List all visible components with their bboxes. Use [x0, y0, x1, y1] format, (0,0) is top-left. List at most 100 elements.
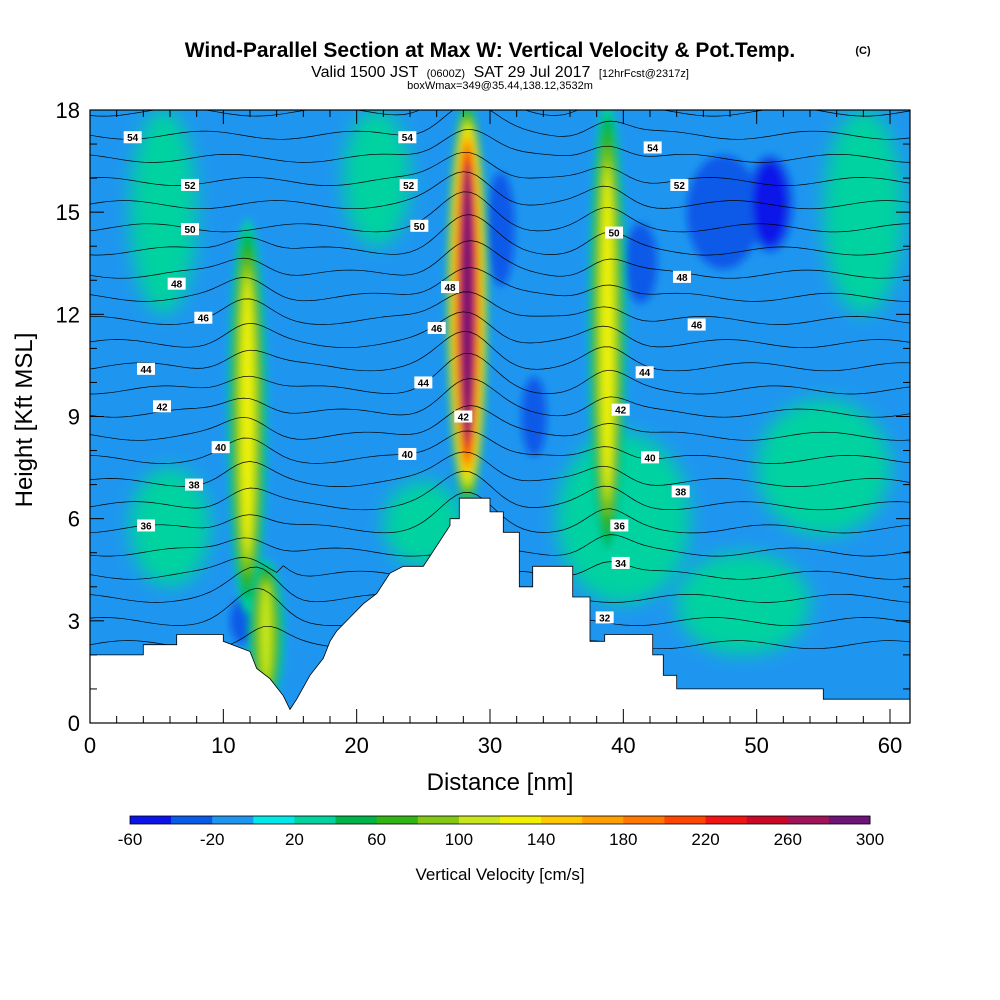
- contour-label-bg: [441, 281, 459, 294]
- contour-label-26: 38: [671, 485, 690, 498]
- contour-label-23: 44: [635, 366, 654, 379]
- contour-label-bg: [687, 318, 706, 331]
- x-tick-label: 10: [211, 733, 235, 758]
- contour-label-16: 42: [454, 410, 473, 424]
- contour-label-11: 52: [399, 178, 418, 192]
- contour-line-50: [90, 171, 910, 210]
- colorbar-label: Vertical Velocity [cm/s]: [415, 865, 584, 884]
- contour-label-bg: [605, 226, 623, 239]
- contour-label-bg: [673, 270, 691, 283]
- contour-label-15: 44: [414, 376, 433, 389]
- contour-label-bg: [167, 277, 186, 290]
- contour-label-bg: [123, 131, 142, 144]
- colorbar-swatch-14: [705, 816, 748, 824]
- y-tick-label: 0: [68, 711, 80, 736]
- contour-label-bg: [137, 362, 155, 375]
- contour-label-text: 52: [184, 181, 196, 192]
- contour-label-21: 48: [673, 270, 691, 284]
- contour-label-12: 50: [410, 219, 429, 233]
- contour-label-text: 46: [198, 314, 210, 325]
- contour-line-53: [90, 110, 910, 140]
- contour-label-bg: [137, 519, 155, 532]
- downdraft-regions: [230, 155, 794, 644]
- colorbar-swatch-2: [212, 816, 254, 824]
- colorbar-swatch-15: [746, 816, 789, 824]
- contour-label-bg: [399, 178, 418, 191]
- contour-label-text: 42: [615, 406, 627, 417]
- colorbar-swatch-5: [335, 816, 378, 824]
- weak-region-3: [676, 552, 810, 655]
- contour-label-bg: [414, 376, 433, 389]
- x-tick-label: 60: [878, 733, 902, 758]
- contour-label-1: 52: [181, 178, 199, 192]
- colorbar-swatch-8: [458, 816, 501, 824]
- colorbar-frame: [129, 815, 871, 825]
- contour-label-text: 48: [444, 283, 456, 294]
- subtitle-forecast: [12hrFcst@2317z]: [599, 68, 689, 80]
- contour-label-bg: [454, 410, 473, 423]
- x-tick-label: 50: [744, 733, 768, 758]
- colorbar-swatch-7: [417, 816, 460, 824]
- contour-label-text: 44: [639, 368, 651, 379]
- contour-label-bg: [610, 519, 629, 532]
- contour-line-41: [90, 378, 910, 418]
- contour-label-bg: [181, 178, 199, 191]
- x-tick-label: 0: [84, 733, 96, 758]
- contour-label-text: 38: [188, 481, 200, 492]
- x-tick-label: 30: [478, 733, 502, 758]
- colorbar-tick-label: 140: [527, 830, 555, 849]
- contour-label-text: 40: [402, 450, 414, 461]
- contour-line-49: [90, 191, 910, 233]
- chart-title: Wind-Parallel Section at Max W: Vertical…: [185, 39, 796, 62]
- colorbar-swatch-10: [541, 816, 583, 824]
- colorbar-tick-label: -20: [200, 830, 225, 849]
- box-wmax-note: boxWmax=349@35.44,138.12,3532m: [407, 80, 593, 92]
- weak-velocity-regions: [130, 110, 904, 655]
- contour-label-28: 34: [611, 556, 630, 570]
- colorbar-tick-label: 100: [445, 830, 473, 849]
- contour-label-text: 52: [403, 181, 415, 192]
- contour-label-bg: [611, 556, 630, 569]
- x-axis: 0 10 20 30 40 50 60: [84, 110, 902, 758]
- contour-label-bg: [671, 485, 690, 498]
- contour-label-25: 40: [641, 451, 659, 464]
- contour-line-46: [90, 267, 910, 302]
- contour-line-43: [90, 330, 910, 372]
- colorbar-swatch-17: [828, 816, 871, 824]
- updraft-2-level-300: [463, 175, 472, 433]
- colorbar-swatch-1: [171, 816, 213, 824]
- contour-line-37: [90, 470, 910, 511]
- contour-label-text: 50: [184, 225, 196, 236]
- colorbar-swatch-6: [376, 816, 419, 824]
- weak-region-4: [756, 399, 890, 536]
- contour-label-8: 38: [185, 478, 203, 492]
- colorbar-swatch-13: [664, 816, 707, 824]
- subtitle-date: SAT 29 Jul 2017: [474, 64, 591, 81]
- contour-label-bg: [410, 219, 429, 232]
- contour-line-45: [90, 291, 910, 325]
- contour-label-text: 36: [614, 521, 626, 532]
- contour-label-bg: [635, 366, 654, 379]
- contour-label-bg: [185, 478, 203, 491]
- colorbar-tick-label: 220: [691, 830, 719, 849]
- contour-line-40: [90, 405, 910, 441]
- downdraft-3: [630, 229, 652, 298]
- subtitle-valid: Valid 1500 JST: [311, 64, 419, 81]
- chart-subtitle: Valid 1500 JST (0600Z) SAT 29 Jul 2017 […: [311, 64, 689, 81]
- contour-label-text: 32: [599, 613, 611, 624]
- downdraft-2: [527, 382, 541, 451]
- colorbar-tick-label: 300: [856, 830, 884, 849]
- contour-label-text: 48: [171, 280, 183, 291]
- contour-line-52: [90, 128, 910, 163]
- updraft-1-level-100: [260, 582, 272, 683]
- contour-line-38: [90, 451, 910, 488]
- colorbar-tick-label: 60: [367, 830, 386, 849]
- contour-label-text: 38: [675, 487, 687, 498]
- contour-label-20: 50: [605, 226, 623, 240]
- contour-label-text: 54: [402, 133, 414, 144]
- contour-label-bg: [595, 611, 614, 624]
- weak-region-6: [343, 110, 410, 247]
- plot-area: 54 52 50 48 46 44 42 40 38 36 54 52 50 48 46 44 42 40 54 52…: [90, 110, 910, 723]
